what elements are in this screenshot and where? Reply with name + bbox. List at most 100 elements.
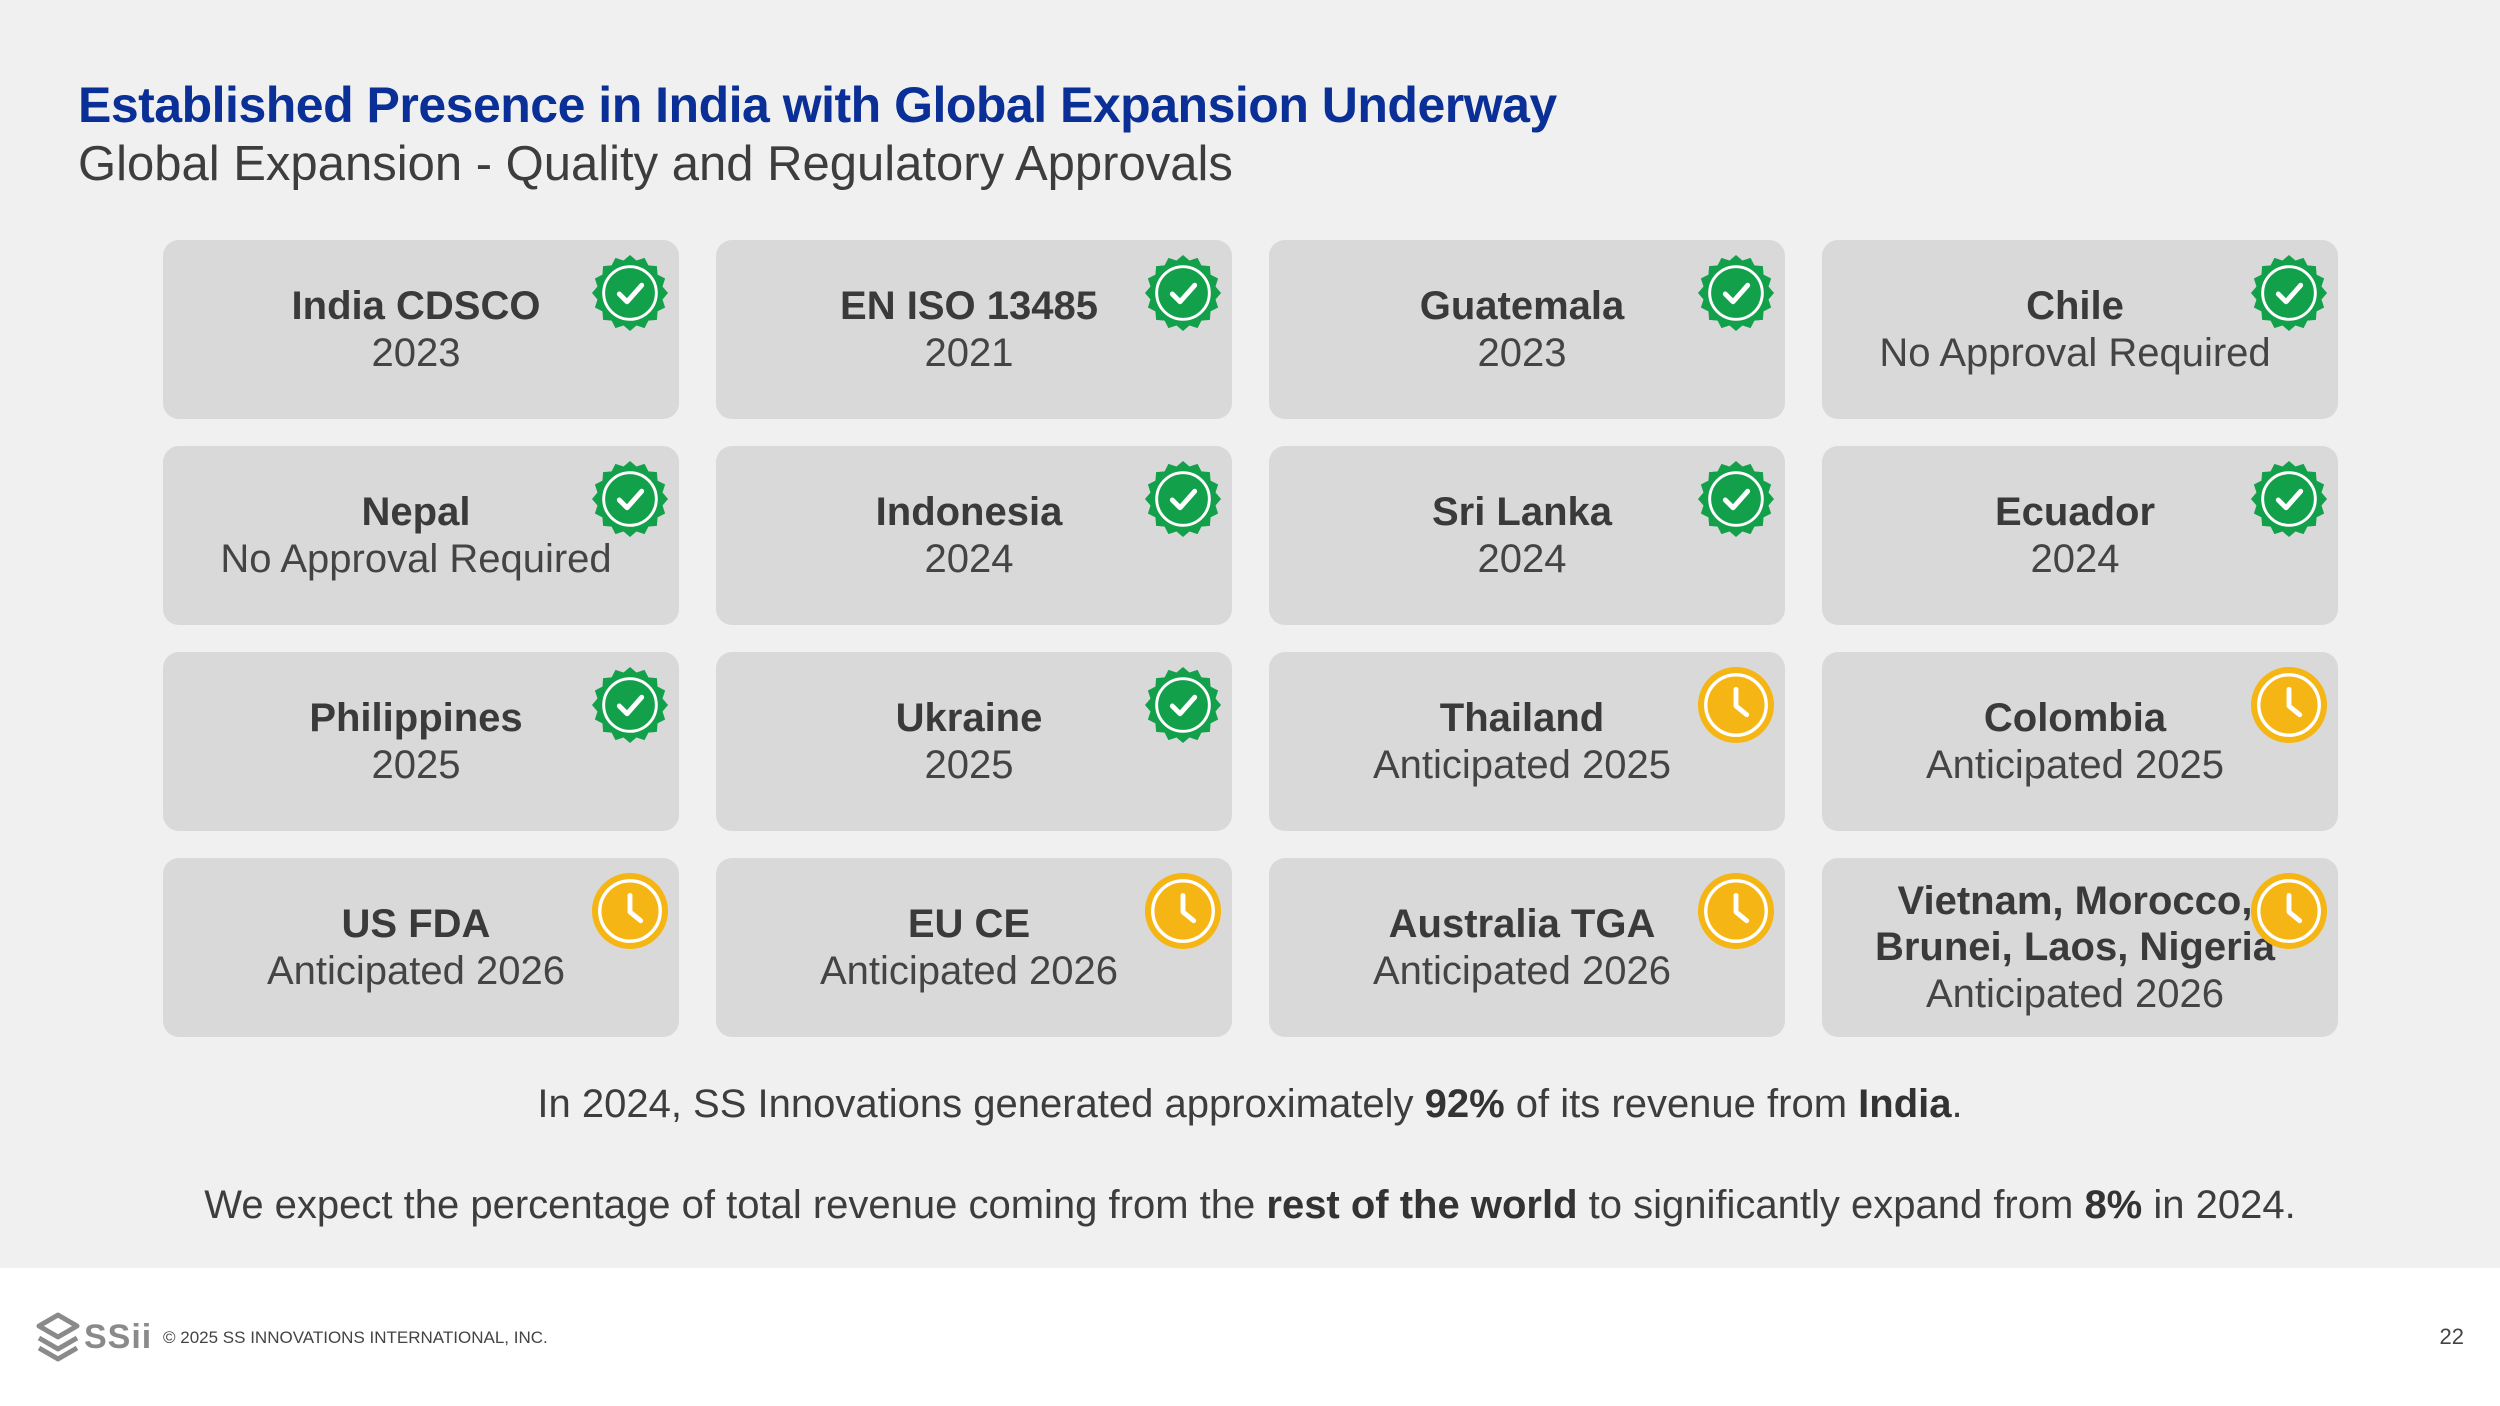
approved-check-icon [591, 254, 669, 332]
approval-status: 2024 [1477, 536, 1567, 581]
pending-clock-icon [2250, 666, 2328, 744]
approval-card: Ukraine 2025 [716, 652, 1232, 831]
approval-badge [591, 254, 669, 332]
approval-status: 2024 [2030, 536, 2120, 581]
approval-badge [1144, 872, 1222, 950]
approval-status: Anticipated 2026 [819, 948, 1118, 993]
approval-badge [1697, 872, 1775, 950]
approval-card: Ecuador 2024 [1822, 446, 2338, 625]
approval-card: EU CE Anticipated 2026 [716, 858, 1232, 1037]
approval-badge [591, 460, 669, 538]
note-text: . [1951, 1082, 1963, 1126]
approval-card: EN ISO 13485 2021 [716, 240, 1232, 419]
approval-name: Sri Lanka [1431, 489, 1613, 534]
approval-badge [2250, 666, 2328, 744]
approval-card: India CDSCO 2023 [163, 240, 679, 419]
approval-status: Anticipated 2025 [1372, 742, 1671, 787]
approval-name: Vietnam, Morocco, Brunei, Laos, Nigeria [1874, 878, 2276, 969]
approval-card: Vietnam, Morocco, Brunei, Laos, Nigeria A… [1822, 858, 2338, 1037]
approval-badge [2250, 460, 2328, 538]
approved-check-icon [2250, 460, 2328, 538]
pending-clock-icon [1697, 666, 1775, 744]
approval-name: Ecuador [1994, 489, 2156, 534]
approval-status: Anticipated 2026 [1925, 971, 2224, 1016]
approval-status: 2023 [1477, 330, 1567, 375]
pending-clock-icon [2250, 872, 2328, 950]
approval-name: Guatemala [1419, 283, 1625, 328]
approval-card: Colombia Anticipated 2025 [1822, 652, 2338, 831]
approval-name: Philippines [309, 695, 523, 740]
approval-status: 2023 [371, 330, 461, 375]
approval-badge [1697, 460, 1775, 538]
approval-badge [1144, 666, 1222, 744]
page-number: 22 [2439, 1324, 2464, 1349]
approval-status: 2025 [924, 742, 1014, 787]
approval-badge [2250, 254, 2328, 332]
approval-name: India CDSCO [291, 283, 541, 328]
approval-name: Colombia [1983, 695, 2167, 740]
approval-status: 2025 [371, 742, 461, 787]
pending-clock-icon [591, 872, 669, 950]
approval-status: Anticipated 2026 [266, 948, 565, 993]
slide-subtitle: Global Expansion - Quality and Regulator… [78, 137, 1233, 191]
approval-badge [1697, 254, 1775, 332]
note-emphasis: India [1858, 1082, 1952, 1126]
approval-name: Ukraine [895, 695, 1043, 740]
revenue-note-rest-of-world: We expect the percentage of total revenu… [0, 1183, 2500, 1228]
approval-card: Australia TGA Anticipated 2026 [1269, 858, 1785, 1037]
approved-check-icon [1144, 666, 1222, 744]
approved-check-icon [1144, 460, 1222, 538]
approval-status: No Approval Required [220, 536, 612, 581]
approved-check-icon [2250, 254, 2328, 332]
approval-badge [2250, 872, 2328, 950]
note-text: to significantly expand from [1577, 1183, 2085, 1227]
approval-badge [1144, 460, 1222, 538]
approved-check-icon [591, 460, 669, 538]
approval-badge [591, 872, 669, 950]
approval-badge [1144, 254, 1222, 332]
approval-name: EN ISO 13485 [840, 283, 1098, 328]
note-emphasis: 8% [2084, 1183, 2143, 1227]
revenue-note-india: In 2024, SS Innovations generated approx… [0, 1082, 2500, 1127]
approval-name: Thailand [1439, 695, 1605, 740]
approval-card: Philippines 2025 [163, 652, 679, 831]
note-text: We expect the percentage of total revenu… [204, 1183, 1267, 1227]
approval-card: Indonesia 2024 [716, 446, 1232, 625]
pending-clock-icon [1144, 872, 1222, 950]
slide-title: Established Presence in India with Globa… [78, 77, 1557, 133]
pending-clock-icon [1697, 872, 1775, 950]
approved-check-icon [591, 666, 669, 744]
approval-card: Guatemala 2023 [1269, 240, 1785, 419]
approvals-grid: India CDSCO 2023 EN ISO 13485 2021 Guatema… [163, 240, 2338, 1037]
approval-name: Indonesia [875, 489, 1063, 534]
approval-name: Chile [2026, 283, 2124, 328]
ssii-logo-icon [36, 1312, 80, 1362]
note-text: In 2024, SS Innovations generated approx… [537, 1082, 1425, 1126]
approval-card: Sri Lanka 2024 [1269, 446, 1785, 625]
approval-card: US FDA Anticipated 2026 [163, 858, 679, 1037]
approval-badge [591, 666, 669, 744]
note-emphasis: rest of the world [1266, 1183, 1578, 1227]
approval-status: No Approval Required [1879, 330, 2271, 375]
company-logo: SSii [36, 1312, 152, 1362]
approval-status: Anticipated 2026 [1372, 948, 1671, 993]
approval-status: Anticipated 2025 [1925, 742, 2224, 787]
footer: SSii © 2025 SS INNOVATIONS INTERNATIONAL… [0, 1268, 2500, 1406]
note-emphasis: 92% [1424, 1082, 1505, 1126]
approval-status: 2021 [924, 330, 1014, 375]
approval-name: EU CE [907, 901, 1031, 946]
approval-name: Nepal [361, 489, 471, 534]
approval-name: US FDA [341, 901, 491, 946]
note-text: of its revenue from [1504, 1082, 1859, 1126]
approval-card: Chile No Approval Required [1822, 240, 2338, 419]
approved-check-icon [1697, 460, 1775, 538]
copyright: © 2025 SS INNOVATIONS INTERNATIONAL, INC… [163, 1328, 548, 1347]
logo-text: SSii [84, 1317, 153, 1356]
approved-check-icon [1144, 254, 1222, 332]
approval-status: 2024 [924, 536, 1014, 581]
approval-badge [1697, 666, 1775, 744]
approval-card: Thailand Anticipated 2025 [1269, 652, 1785, 831]
approval-name: Australia TGA [1388, 901, 1656, 946]
note-text: in 2024. [2142, 1183, 2296, 1227]
approval-card: Nepal No Approval Required [163, 446, 679, 625]
